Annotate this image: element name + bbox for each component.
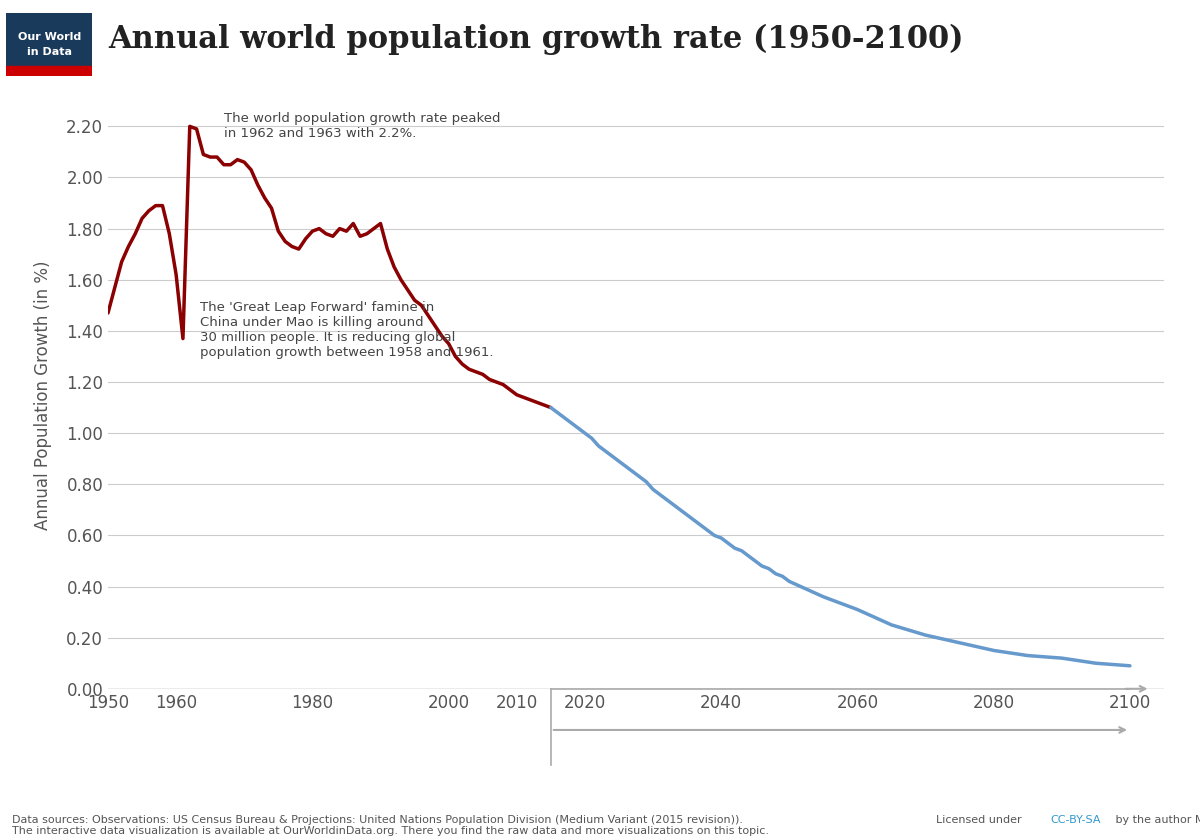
Text: in Data: in Data [26,47,72,56]
Text: Data sources: Observations: US Census Bureau & Projections: United Nations Popul: Data sources: Observations: US Census Bu… [12,815,769,837]
Text: CC-BY-SA: CC-BY-SA [1050,815,1100,825]
Text: Our World: Our World [18,32,80,41]
Bar [6,66,92,76]
Text: The world population growth rate peaked
in 1962 and 1963 with 2.2%.: The world population growth rate peaked … [224,112,500,139]
Text: Licensed under: Licensed under [936,815,1025,825]
Text: by the author Max Roser.: by the author Max Roser. [1112,815,1200,825]
Text: The 'Great Leap Forward' famine in
China under Mao is killing around
30 million : The 'Great Leap Forward' famine in China… [200,302,493,360]
Text: Annual world population growth rate (1950-2100): Annual world population growth rate (195… [108,24,964,55]
Y-axis label: Annual Population Growth (in %): Annual Population Growth (in %) [35,260,53,529]
